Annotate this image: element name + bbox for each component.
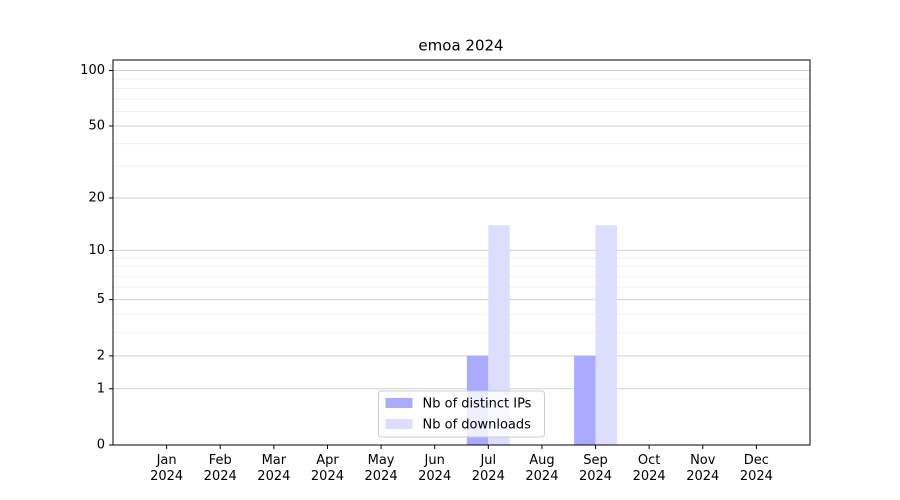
x-tick-label: Jan 2024 <box>150 453 184 484</box>
plot-frame <box>112 59 811 446</box>
bar <box>488 225 510 445</box>
y-tick-label: 5 <box>97 292 105 307</box>
legend-swatch <box>385 419 413 429</box>
y-tick-label: 1 <box>97 381 105 396</box>
bar <box>574 355 596 445</box>
y-tick-label: 2 <box>97 348 105 363</box>
legend-swatch <box>385 398 413 408</box>
legend: Nb of distinct IPs Nb of downloads <box>378 390 545 438</box>
x-tick-label: Oct 2024 <box>632 453 666 484</box>
y-tick-label: 20 <box>88 190 105 205</box>
x-tick-label: Jun 2024 <box>418 453 452 484</box>
x-tick-label: Dec 2024 <box>739 453 773 484</box>
chart-title: emoa 2024 <box>418 37 503 55</box>
legend-label: Nb of distinct IPs <box>423 397 532 412</box>
x-tick-label: May 2024 <box>364 453 398 484</box>
legend-frame <box>378 390 545 438</box>
y-tick-label: 10 <box>88 243 105 258</box>
y-tick-label: 50 <box>88 118 105 133</box>
y-tick-label: 0 <box>97 438 105 453</box>
bar <box>595 225 617 445</box>
x-tick-label: Sep 2024 <box>578 453 613 484</box>
x-tick-label: Aug 2024 <box>525 453 559 484</box>
legend-label: Nb of downloads <box>423 418 532 433</box>
x-tick-label: Jul 2024 <box>471 453 505 484</box>
y-tick-label: 100 <box>80 63 105 78</box>
x-tick-label: Feb 2024 <box>203 453 237 484</box>
x-tick-label: Nov 2024 <box>686 453 720 484</box>
x-tick-label: Apr 2024 <box>310 453 344 484</box>
x-tick-label: Mar 2024 <box>257 453 291 484</box>
